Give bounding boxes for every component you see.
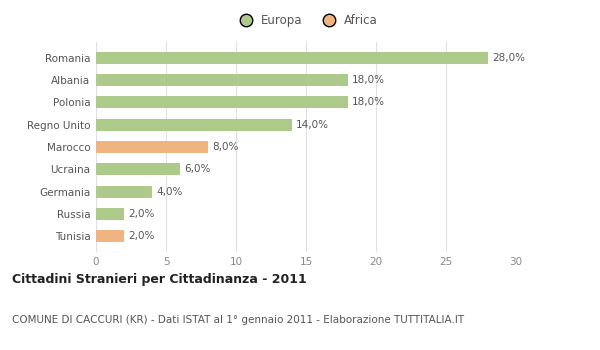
Text: 14,0%: 14,0% bbox=[296, 120, 329, 130]
Text: 2,0%: 2,0% bbox=[128, 209, 155, 219]
Bar bbox=[96, 96, 348, 108]
Text: 18,0%: 18,0% bbox=[352, 75, 385, 85]
Legend: Europa, Africa: Europa, Africa bbox=[229, 9, 383, 32]
Text: Cittadini Stranieri per Cittadinanza - 2011: Cittadini Stranieri per Cittadinanza - 2… bbox=[12, 273, 307, 286]
Text: 18,0%: 18,0% bbox=[352, 97, 385, 107]
Text: 8,0%: 8,0% bbox=[212, 142, 239, 152]
Bar bbox=[96, 119, 292, 131]
Bar bbox=[96, 230, 124, 243]
Bar bbox=[96, 163, 180, 175]
Text: 2,0%: 2,0% bbox=[128, 231, 155, 241]
Bar bbox=[96, 74, 348, 86]
Text: COMUNE DI CACCURI (KR) - Dati ISTAT al 1° gennaio 2011 - Elaborazione TUTTITALIA: COMUNE DI CACCURI (KR) - Dati ISTAT al 1… bbox=[12, 315, 464, 325]
Text: 28,0%: 28,0% bbox=[492, 53, 525, 63]
Bar bbox=[96, 208, 124, 220]
Bar bbox=[96, 51, 488, 64]
Bar bbox=[96, 186, 152, 198]
Bar bbox=[96, 141, 208, 153]
Text: 6,0%: 6,0% bbox=[184, 164, 211, 174]
Text: 4,0%: 4,0% bbox=[156, 187, 182, 197]
